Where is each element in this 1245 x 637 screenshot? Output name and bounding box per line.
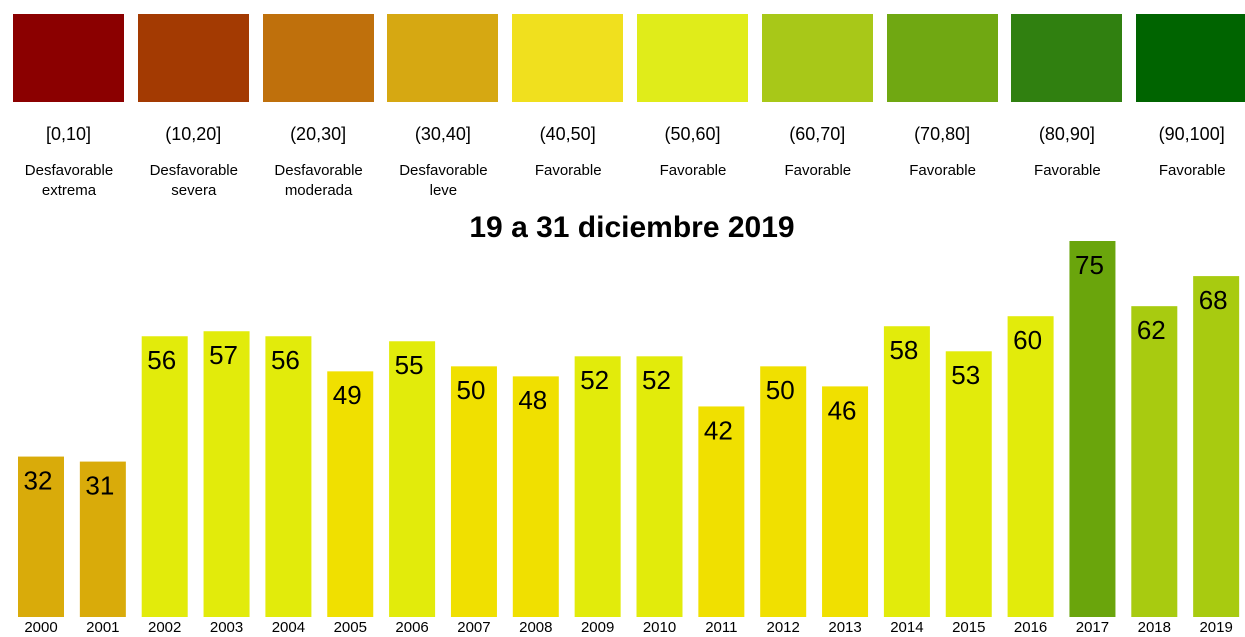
x-tick-label: 2018 (1138, 619, 1171, 636)
bar (760, 366, 807, 617)
value-label: 68 (1199, 285, 1228, 315)
bar (450, 366, 497, 617)
legend-label: Favorable (909, 162, 976, 179)
x-tick-label: 2007 (457, 619, 490, 636)
legend-range: (50,60] (664, 124, 721, 144)
x-tick-label: 2004 (272, 619, 305, 636)
value-label: 58 (889, 335, 918, 365)
bar (327, 371, 374, 617)
bar (883, 326, 930, 617)
bar (1069, 241, 1116, 617)
legend-label: Desfavorable severa (149, 162, 238, 199)
value-label: 57 (209, 340, 238, 370)
legend-swatch (637, 14, 748, 102)
x-tick-label: 2017 (1076, 619, 1109, 636)
legend-range: [0,10] (45, 124, 92, 144)
value-label: 52 (580, 365, 609, 395)
value-label: 42 (704, 415, 733, 445)
value-label: 48 (518, 385, 547, 415)
x-tick-label: 2008 (519, 619, 552, 636)
value-label: 56 (147, 345, 176, 375)
value-label: 46 (828, 395, 857, 425)
value-label: 49 (333, 380, 362, 410)
legend-swatch (137, 14, 249, 102)
chart-title: 19 a 31 diciembre 2019 (469, 211, 794, 244)
legend-label: Desfavorable leve (399, 162, 488, 199)
legend-range: (30,40] (414, 124, 471, 144)
legend-range: (60,70] (789, 124, 846, 144)
value-label: 32 (24, 465, 53, 495)
x-tick-label: 2015 (952, 619, 985, 636)
x-tick-label: 2002 (148, 619, 181, 636)
x-tick-label: 2003 (210, 619, 243, 636)
bar (203, 331, 250, 617)
value-label: 31 (85, 470, 114, 500)
bar (636, 356, 683, 617)
bar (265, 336, 312, 617)
legend-range: (80,90] (1038, 124, 1095, 144)
bar (698, 406, 745, 617)
value-label: 62 (1137, 315, 1166, 345)
legend-range: (70,80] (914, 124, 971, 144)
bar (1131, 306, 1178, 617)
bar (79, 461, 126, 617)
bar (141, 336, 188, 617)
bar (574, 356, 621, 617)
x-tick-label: 2016 (1014, 619, 1047, 636)
bar (945, 351, 992, 617)
value-label: 55 (395, 350, 424, 380)
legend-swatch (886, 14, 998, 102)
legend-label: Desfavorable extrema (24, 162, 114, 199)
legend-swatch (761, 14, 873, 102)
x-tick-label: 2006 (395, 619, 428, 636)
legend-swatch (512, 14, 624, 102)
x-tick-label: 2010 (643, 619, 676, 636)
legend-swatch (13, 14, 124, 102)
x-tick-label: 2014 (890, 619, 923, 636)
legend-label: Favorable (1158, 162, 1226, 179)
legend-range: (40,50] (539, 124, 596, 144)
value-label: 56 (271, 345, 300, 375)
x-tick-label: 2011 (705, 619, 737, 636)
legend-label: Favorable (534, 162, 602, 179)
bar (18, 456, 64, 617)
legend-label: Desfavorable moderada (274, 162, 363, 199)
x-tick-label: 2013 (828, 619, 861, 636)
x-tick-label: 2009 (581, 619, 614, 636)
bar (389, 341, 436, 617)
legend-swatch (387, 14, 499, 102)
legend-range: (20,30] (290, 124, 347, 144)
value-label: 50 (456, 375, 485, 405)
legend-label: Favorable (659, 162, 727, 179)
value-label: 52 (642, 365, 671, 395)
legend-range: (90,100] (1158, 124, 1225, 144)
legend-range: (10,20] (165, 124, 222, 144)
bar (822, 386, 869, 617)
bar (1193, 276, 1240, 617)
legend-label: Favorable (1034, 162, 1101, 179)
x-tick-label: 2019 (1199, 619, 1232, 636)
bar (1007, 316, 1054, 617)
legend-label: Favorable (784, 162, 852, 179)
legend-swatch (1011, 14, 1123, 102)
legend-swatch (262, 14, 374, 102)
value-label: 50 (766, 375, 795, 405)
x-tick-label: 2005 (334, 619, 367, 636)
legend-swatch (1136, 14, 1245, 102)
x-tick-label: 2000 (24, 619, 57, 636)
x-tick-label: 2001 (86, 619, 119, 636)
bar (512, 376, 559, 617)
value-label: 75 (1075, 250, 1104, 280)
value-label: 53 (951, 360, 980, 390)
x-tick-label: 2012 (767, 619, 800, 636)
value-label: 60 (1013, 325, 1042, 355)
